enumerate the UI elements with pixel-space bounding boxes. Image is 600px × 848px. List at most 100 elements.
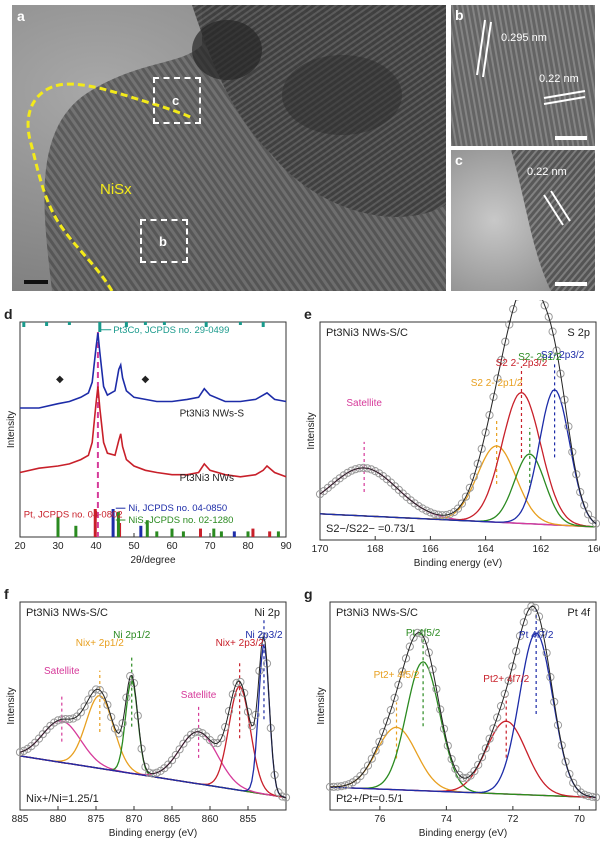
data-point xyxy=(76,708,85,717)
panel-label-b: b xyxy=(455,7,464,23)
data-point xyxy=(538,628,547,637)
data-point xyxy=(443,741,452,750)
component-peak-1 xyxy=(319,445,597,528)
data-point xyxy=(489,392,498,402)
box-c xyxy=(153,77,201,124)
box-b xyxy=(140,219,188,263)
component-peak-4 xyxy=(319,389,597,525)
data-point xyxy=(398,667,407,676)
ref-stick-1 xyxy=(93,509,97,537)
data-point xyxy=(69,714,78,723)
ratio-text: Pt2+/Pt=0.5/1 xyxy=(336,793,403,805)
data-point xyxy=(580,790,589,799)
component-peak-2 xyxy=(329,720,597,799)
data-point xyxy=(430,509,439,518)
tem-image-a: c b NiSx a xyxy=(12,5,446,291)
data-point xyxy=(552,346,561,355)
spectrum-label: S 2p xyxy=(567,327,590,339)
data-point xyxy=(500,689,509,699)
data-point xyxy=(493,374,502,383)
data-point xyxy=(53,716,63,725)
series-label-1: Pt3Ni3 NWs xyxy=(180,473,234,484)
x-tick-label: 880 xyxy=(50,814,67,825)
ratio-text: Nix+/Ni=1.25/1 xyxy=(26,793,99,805)
peak-label: S2 2- 2p3/2 xyxy=(496,358,548,369)
ref-stick-1 xyxy=(251,528,255,537)
x-tick-label: 20 xyxy=(14,541,26,552)
data-point xyxy=(167,756,177,765)
ref-stick-3 xyxy=(212,528,216,537)
ref-stick-0 xyxy=(124,322,128,327)
sample-title: Pt3Ni3 NWs-S/C xyxy=(26,607,108,619)
data-point xyxy=(243,707,253,716)
data-point xyxy=(553,721,563,730)
y-axis-label: Intensity xyxy=(6,687,17,724)
data-point xyxy=(469,472,478,481)
data-point xyxy=(544,312,553,321)
x-tick-label: 855 xyxy=(240,814,257,825)
x-tick-label: 74 xyxy=(441,814,453,825)
data-point xyxy=(557,741,566,750)
peak-label: Nix+ 2p3/2 xyxy=(216,638,265,649)
data-point xyxy=(99,691,108,700)
data-point xyxy=(126,672,135,681)
plot-frame xyxy=(19,321,287,538)
nisx-boundary xyxy=(26,82,193,291)
data-point xyxy=(232,678,241,688)
x-tick-label: 166 xyxy=(422,544,439,555)
data-point xyxy=(477,444,486,453)
plot-frame xyxy=(19,601,287,811)
x-tick-label: 160 xyxy=(588,544,600,555)
ref-label-2: Ni, JCPDS no. 04-0850 xyxy=(128,503,227,514)
data-point xyxy=(428,665,437,674)
x-tick-label: 164 xyxy=(477,544,494,555)
sample-title: Pt3Ni3 NWs-S/C xyxy=(326,327,408,339)
data-point xyxy=(564,422,573,431)
data-point xyxy=(546,673,555,682)
spectrum-label: Pt 4f xyxy=(567,607,591,619)
data-point xyxy=(351,465,360,474)
panel-label-d: d xyxy=(4,306,13,322)
data-point xyxy=(481,744,490,753)
box-c-label: c xyxy=(172,93,180,108)
ni2p-xps-chart: 885 880 875 870 865 860 855 Binding energy (eV)… xyxy=(6,601,291,839)
y-axis-label: Intensity xyxy=(306,412,317,449)
peak-label: Satellite xyxy=(44,666,80,677)
ref-stick-2 xyxy=(111,509,115,537)
data-point xyxy=(572,470,581,479)
ref-stick-2 xyxy=(139,525,143,537)
nisx-label: NiSx xyxy=(100,181,132,198)
data-point xyxy=(240,688,249,698)
data-point xyxy=(175,745,184,754)
data-point xyxy=(504,676,513,685)
data-point xyxy=(152,768,161,777)
data-point xyxy=(523,607,532,616)
data-point xyxy=(382,717,392,726)
ref-stick-3 xyxy=(219,531,223,537)
data-point xyxy=(426,508,435,517)
spacing-c: 0.22 nm xyxy=(527,166,567,178)
s2p-xps-chart: 170 168 166 164 162 160 Binding energy (eV) Int… xyxy=(306,300,600,569)
data-point xyxy=(19,746,28,755)
ref-stick-0 xyxy=(98,322,102,332)
data-point xyxy=(481,428,490,437)
data-point xyxy=(394,680,403,690)
ref-stick-3 xyxy=(181,531,185,537)
data-point xyxy=(509,305,518,314)
data-point xyxy=(485,734,494,743)
data-point xyxy=(363,761,373,770)
component-peak-3 xyxy=(329,632,597,798)
data-point xyxy=(420,636,430,645)
x-tick-label: 90 xyxy=(280,541,292,552)
data-point xyxy=(496,702,506,711)
data-point xyxy=(379,727,388,737)
data-point xyxy=(436,705,445,714)
data-point xyxy=(228,690,237,699)
data-point xyxy=(80,702,89,711)
x-tick-label: 870 xyxy=(126,814,143,825)
data-point xyxy=(386,706,395,715)
data-point xyxy=(493,713,502,722)
data-point xyxy=(465,483,474,492)
data-point xyxy=(534,612,544,621)
data-point xyxy=(515,631,525,641)
